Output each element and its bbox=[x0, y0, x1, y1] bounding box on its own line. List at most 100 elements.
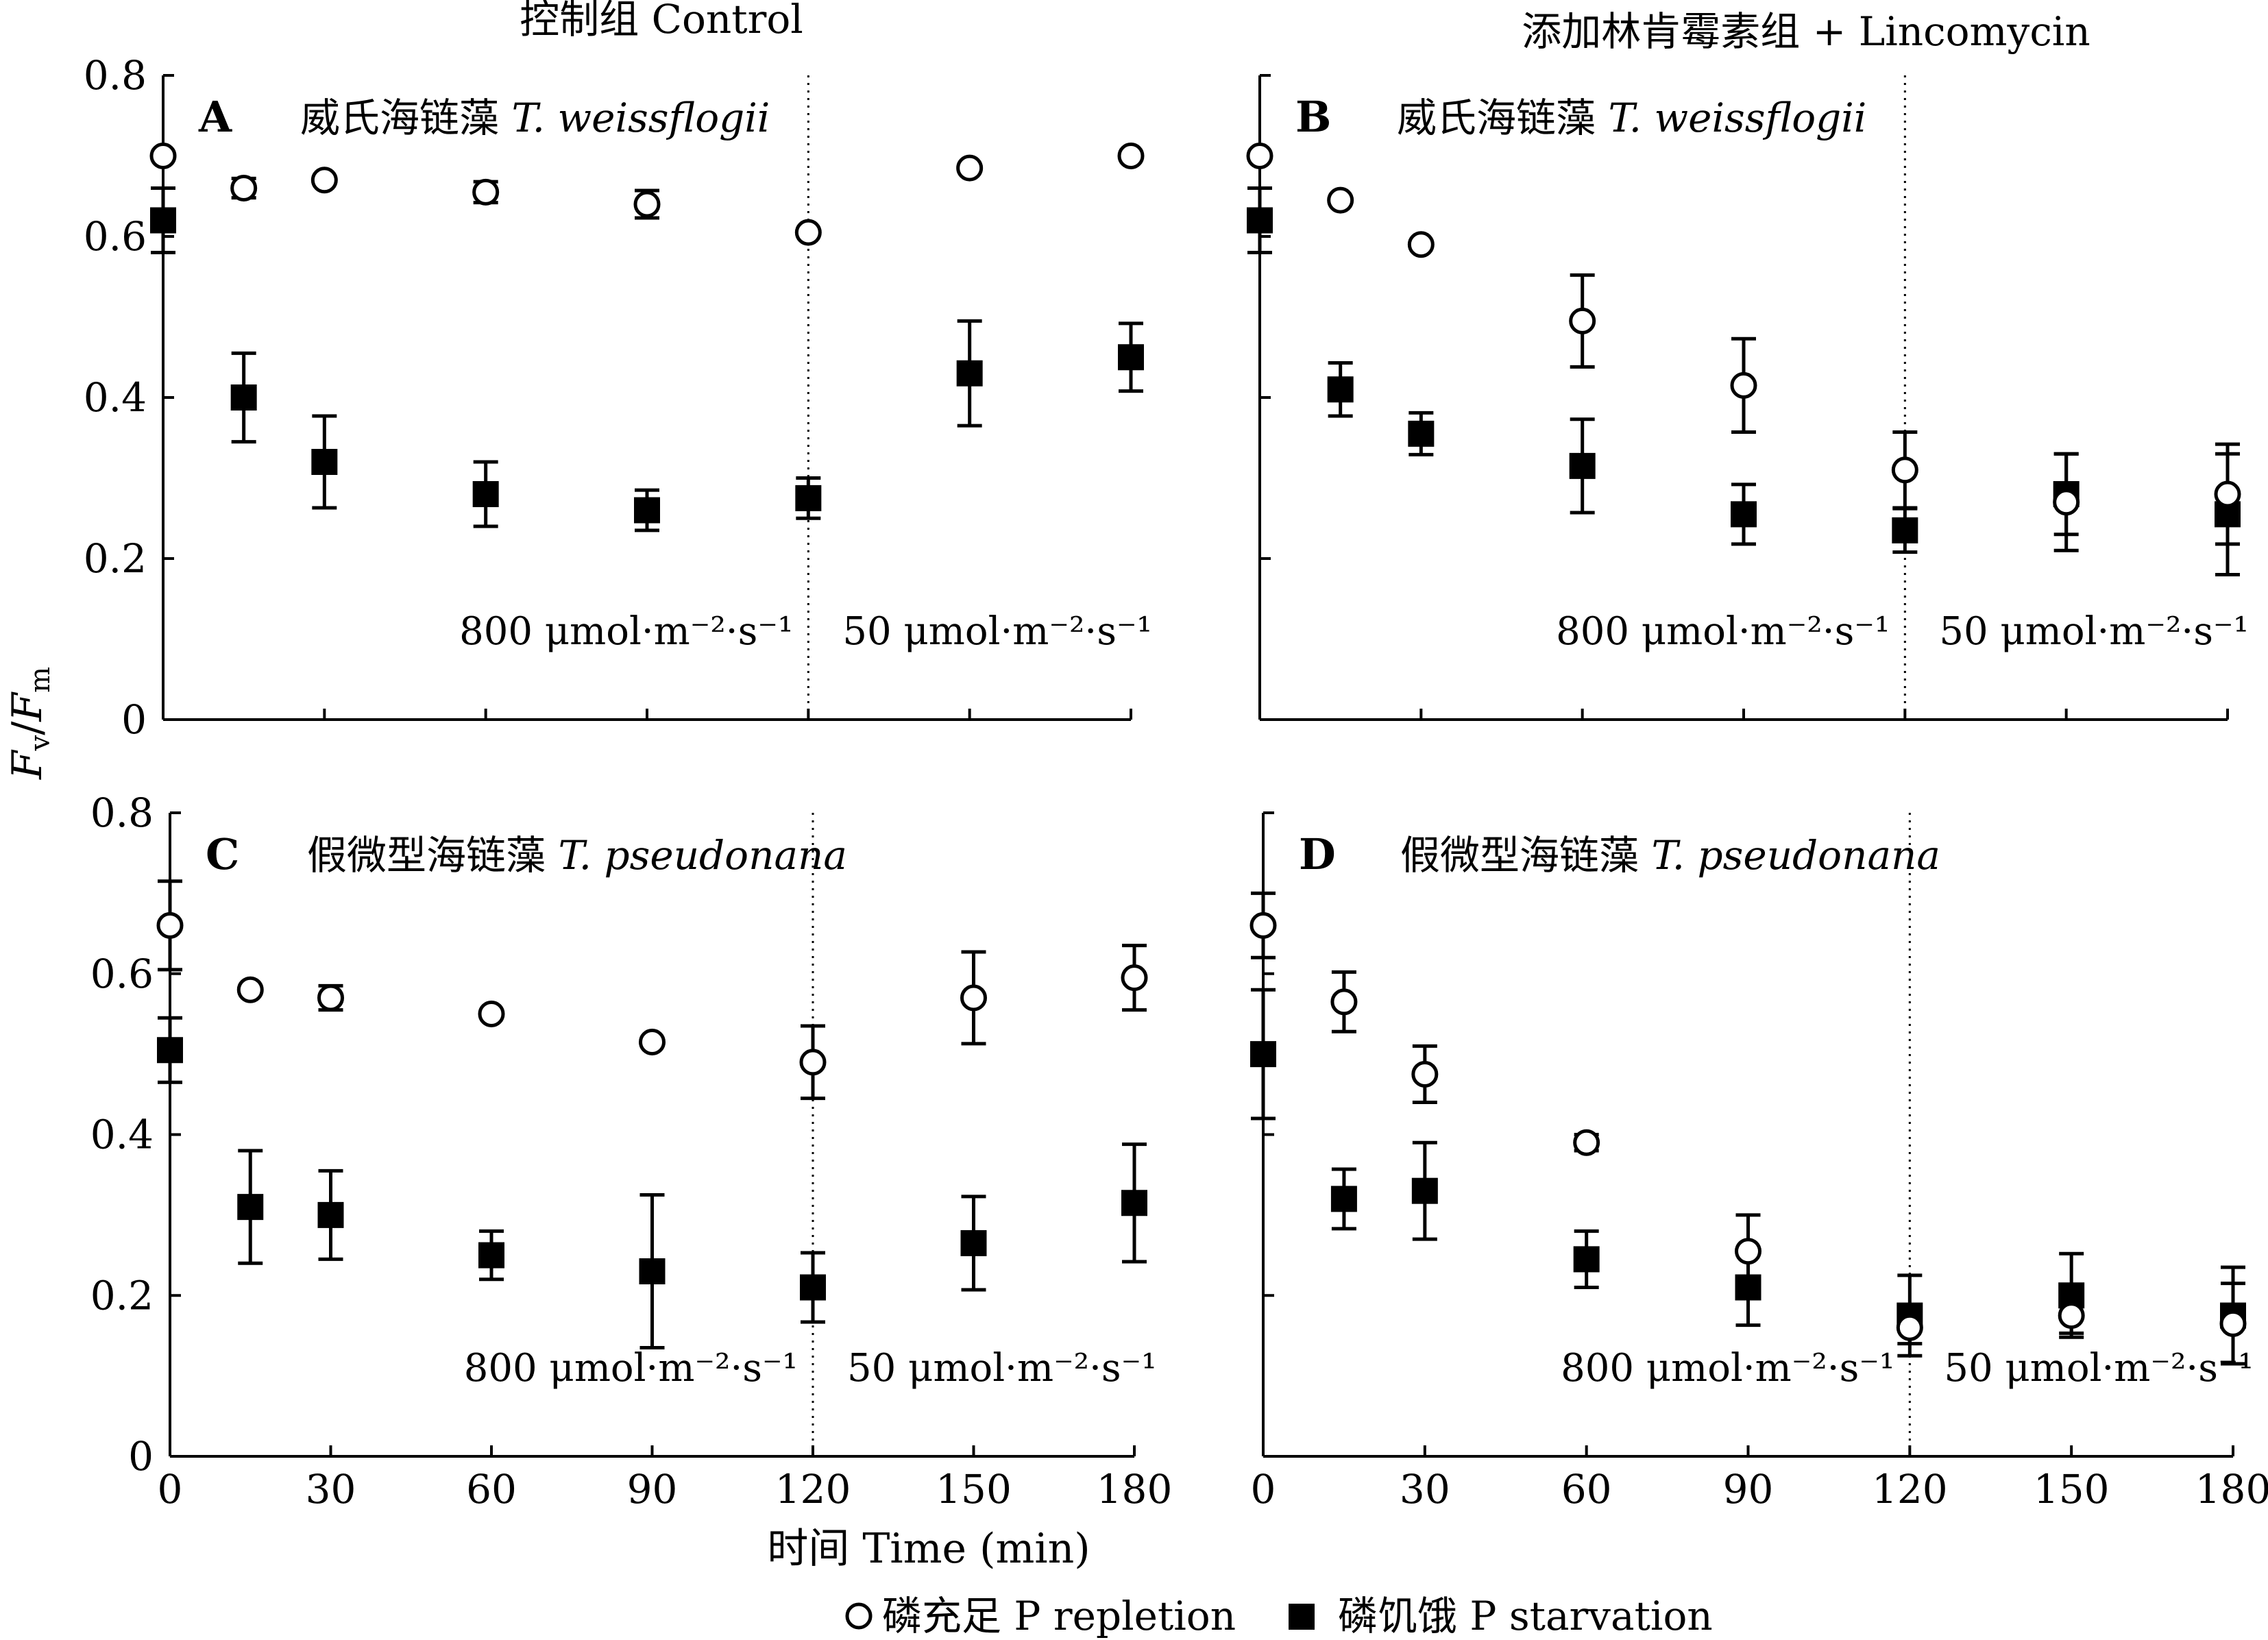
light-label-high: 800 μmol·m⁻²·s⁻¹ bbox=[459, 609, 793, 654]
data-point-repletion bbox=[1407, 231, 1435, 258]
y-axis-label: Fv/Fm bbox=[3, 667, 56, 780]
x-tick-label: 90 bbox=[1723, 1466, 1774, 1513]
panel-title: 假微型海链藻 T. pseudonana bbox=[1400, 832, 1940, 879]
y-label-slash: / bbox=[3, 721, 51, 735]
panel-c: 0 0.2 0.4 0.6 0.8 0 30 60 90 120 150 180 C 假微型海链藻 T. … bbox=[90, 790, 1173, 1513]
data-point-repletion bbox=[2058, 1302, 2085, 1330]
panel-title-species: T. pseudonana bbox=[1651, 832, 1940, 879]
y-tick-label: 0 bbox=[128, 1433, 154, 1480]
legend-starvation-label: 磷饥饿 P starvation bbox=[1338, 1593, 1713, 1639]
data-point-starvation bbox=[956, 360, 983, 387]
light-label-high: 800 μmol·m⁻²·s⁻¹ bbox=[1556, 609, 1890, 654]
y-tick-label: 0.8 bbox=[90, 790, 154, 836]
panel-title-cn: 威氏海链藻 bbox=[1397, 95, 1608, 141]
data-point-starvation bbox=[1118, 344, 1144, 371]
y-tick-label: 0.4 bbox=[84, 374, 147, 421]
data-point-starvation bbox=[1731, 501, 1757, 528]
panel-letter: A bbox=[198, 92, 232, 142]
y-tick-label: 0.6 bbox=[84, 213, 147, 260]
x-tick-label: 0 bbox=[158, 1466, 183, 1513]
panel-title-cn: 威氏海链藻 bbox=[300, 95, 511, 141]
data-point-repletion bbox=[2053, 489, 2080, 516]
data-point-starvation bbox=[1250, 1041, 1276, 1068]
data-point-repletion bbox=[1327, 186, 1354, 214]
data-point-starvation bbox=[1411, 1177, 1438, 1204]
data-point-repletion bbox=[472, 178, 500, 206]
panel-letter: C bbox=[206, 829, 239, 879]
data-point-starvation bbox=[230, 384, 257, 411]
data-point-starvation bbox=[1330, 1186, 1357, 1212]
x-tick-label: 60 bbox=[1561, 1466, 1612, 1513]
legend: 磷充足 P repletion 磷饥饿 P starvation bbox=[845, 1593, 1713, 1639]
data-point-starvation bbox=[157, 1037, 183, 1064]
data-point-repletion bbox=[1891, 456, 1918, 484]
data-point-repletion bbox=[1249, 911, 1277, 939]
x-axis-label: 时间 Time (min) bbox=[767, 1525, 1090, 1573]
col-title-lincomycin: 添加林肯霉素组 + Lincomycin bbox=[1522, 8, 2090, 55]
data-point-starvation bbox=[317, 1201, 344, 1228]
data-point-starvation bbox=[1121, 1190, 1147, 1216]
legend-open-circle-icon bbox=[845, 1602, 873, 1630]
data-point-repletion bbox=[2214, 480, 2241, 508]
data-point-starvation bbox=[1408, 420, 1435, 447]
col-title-control: 控制组 Control bbox=[520, 0, 803, 42]
y-tick-label: 0.4 bbox=[90, 1112, 154, 1158]
series-starvation bbox=[1250, 988, 2246, 1366]
panel-title-species: T. weissflogii bbox=[1608, 95, 1866, 141]
x-tick-label: 30 bbox=[306, 1466, 356, 1513]
y-label-f2: F bbox=[3, 692, 51, 722]
series-repletion bbox=[1246, 143, 2241, 552]
y-tick-label: 0.2 bbox=[90, 1272, 154, 1319]
light-label-high: 800 μmol·m⁻²·s⁻¹ bbox=[464, 1346, 798, 1391]
x-tick-label: 180 bbox=[2195, 1466, 2268, 1513]
data-point-starvation bbox=[634, 497, 660, 524]
x-tick-label: 90 bbox=[627, 1466, 678, 1513]
panel-title-species: T. pseudonana bbox=[558, 832, 847, 879]
panel-letter: B bbox=[1295, 92, 1331, 142]
data-point-starvation bbox=[472, 481, 499, 507]
data-point-starvation bbox=[800, 1274, 826, 1301]
y-tick-label: 0.8 bbox=[84, 52, 147, 99]
data-point-repletion bbox=[317, 984, 344, 1012]
y-label-sub-m: m bbox=[25, 667, 56, 693]
x-tick-label: 180 bbox=[1097, 1466, 1173, 1513]
x-tick-label: 150 bbox=[936, 1466, 1012, 1513]
x-tick-label: 60 bbox=[466, 1466, 517, 1513]
light-label-low: 50 μmol·m⁻²·s⁻¹ bbox=[1939, 609, 2249, 654]
data-point-repletion bbox=[310, 167, 338, 194]
data-point-starvation bbox=[1247, 207, 1273, 234]
series-repletion bbox=[1249, 891, 2247, 1366]
data-point-repletion bbox=[1330, 988, 1358, 1016]
data-point-repletion bbox=[230, 175, 258, 201]
legend-filled-square-icon bbox=[1289, 1604, 1315, 1630]
y-label-f1: F bbox=[3, 749, 51, 780]
data-point-repletion bbox=[1411, 1060, 1439, 1088]
panel-d: 0 30 60 90 120 150 180 D 假微型海链藻 T. pseudonana 800… bbox=[1249, 811, 2268, 1513]
data-point-repletion bbox=[1569, 307, 1596, 334]
data-point-repletion bbox=[2219, 1310, 2247, 1337]
y-tick-label: 0.6 bbox=[90, 951, 154, 997]
data-point-starvation bbox=[237, 1194, 264, 1221]
data-point-repletion bbox=[956, 154, 984, 182]
panel-title: 威氏海链藻 T. weissflogii bbox=[300, 95, 770, 141]
data-point-starvation bbox=[1327, 376, 1354, 403]
x-tick-label: 0 bbox=[1251, 1466, 1276, 1513]
y-tick-label: 0 bbox=[121, 696, 147, 743]
y-tick-label: 0.2 bbox=[84, 535, 147, 582]
data-point-starvation bbox=[1573, 1246, 1600, 1273]
data-point-repletion bbox=[1730, 371, 1757, 399]
data-point-repletion bbox=[960, 984, 987, 1012]
data-point-repletion bbox=[478, 1000, 505, 1027]
x-tick-label: 30 bbox=[1400, 1466, 1450, 1513]
data-point-repletion bbox=[236, 976, 264, 1003]
data-point-starvation bbox=[311, 449, 338, 475]
light-label-low: 50 μmol·m⁻²·s⁻¹ bbox=[847, 1346, 1157, 1391]
y-label-sub-v: v bbox=[25, 735, 56, 751]
series-repletion bbox=[156, 879, 1148, 1101]
panel-title-cn: 假微型海链藻 bbox=[1400, 832, 1651, 879]
panel-title: 威氏海链藻 T. weissflogii bbox=[1397, 95, 1866, 141]
series-repletion bbox=[149, 143, 1145, 246]
data-point-repletion bbox=[633, 191, 661, 218]
data-point-starvation bbox=[639, 1258, 666, 1285]
